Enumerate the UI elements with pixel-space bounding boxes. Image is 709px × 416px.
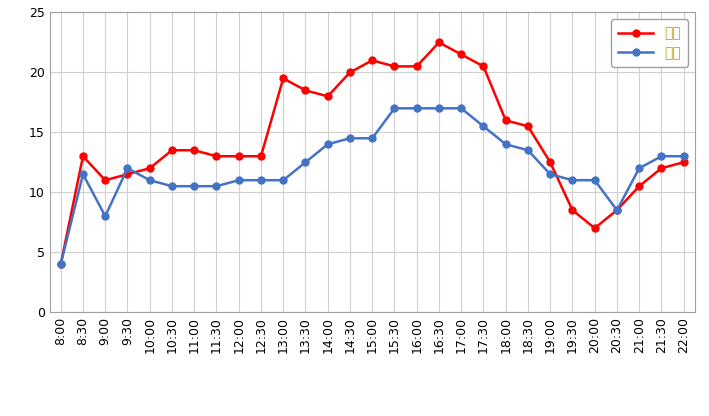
平日 [323,142,332,147]
休日 [79,154,87,159]
休日 [101,178,109,183]
休日 [591,225,599,230]
平日 [346,136,354,141]
休日 [257,154,265,159]
平日 [613,208,621,213]
平日 [145,178,154,183]
休日 [368,58,376,63]
平日 [101,214,109,219]
休日 [57,262,65,267]
休日 [546,160,554,165]
平日 [568,178,576,183]
平日 [591,178,599,183]
Line: 休日: 休日 [57,39,687,267]
休日 [346,70,354,75]
休日 [479,64,488,69]
平日 [168,184,177,189]
休日 [413,64,421,69]
平日 [57,262,65,267]
平日 [501,142,510,147]
休日 [279,76,287,81]
平日 [524,148,532,153]
休日 [657,166,666,171]
休日 [212,154,220,159]
休日 [501,118,510,123]
休日 [568,208,576,213]
平日 [390,106,398,111]
平日 [635,166,644,171]
平日 [368,136,376,141]
平日 [457,106,466,111]
平日 [435,106,443,111]
休日 [235,154,243,159]
平日 [301,160,310,165]
休日 [613,208,621,213]
休日 [190,148,199,153]
休日 [301,88,310,93]
平日 [257,178,265,183]
平日 [479,124,488,129]
平日 [546,172,554,177]
休日 [123,172,132,177]
平日 [413,106,421,111]
平日 [279,178,287,183]
平日 [235,178,243,183]
休日 [390,64,398,69]
平日 [190,184,199,189]
休日 [635,184,644,189]
平日 [79,172,87,177]
Legend: 休日, 平日: 休日, 平日 [611,20,688,67]
Line: 平日: 平日 [57,105,687,267]
休日 [457,52,466,57]
休日 [435,40,443,45]
平日 [212,184,220,189]
休日 [145,166,154,171]
平日 [657,154,666,159]
平日 [679,154,688,159]
休日 [524,124,532,129]
休日 [323,94,332,99]
平日 [123,166,132,171]
休日 [679,160,688,165]
休日 [168,148,177,153]
